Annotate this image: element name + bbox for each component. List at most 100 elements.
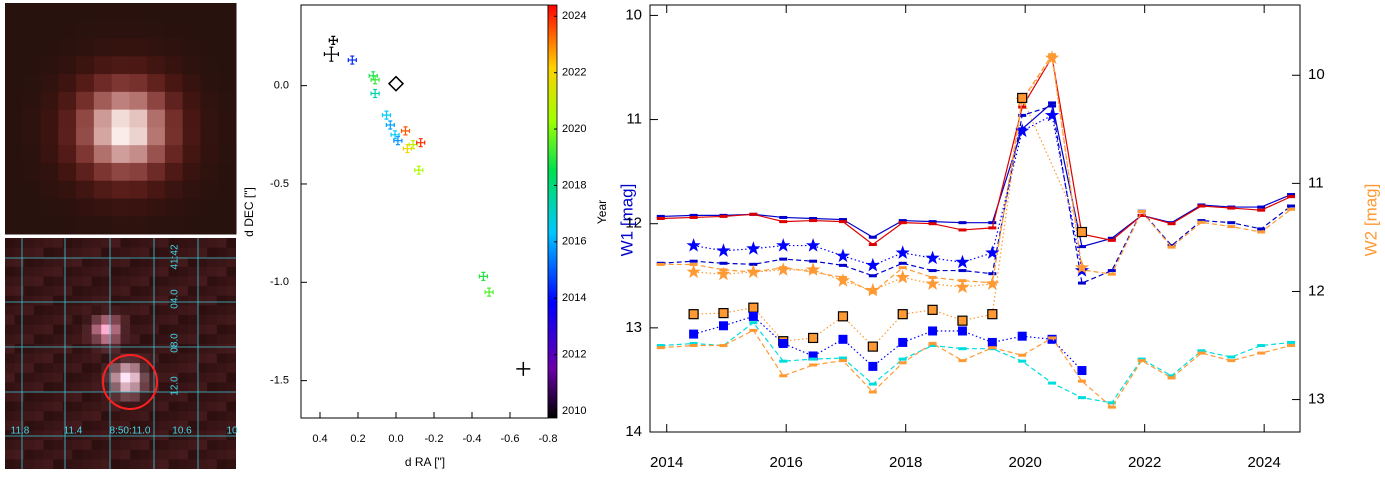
x-tick-label: -0.8 bbox=[539, 433, 558, 445]
pixel bbox=[82, 353, 93, 364]
pixel bbox=[24, 411, 35, 422]
pixel bbox=[147, 216, 166, 235]
pixel bbox=[82, 305, 93, 316]
pixel bbox=[111, 56, 130, 75]
pixel bbox=[130, 353, 141, 364]
pixel bbox=[5, 216, 24, 235]
pixel bbox=[164, 74, 184, 93]
pixel bbox=[33, 411, 44, 422]
pixel bbox=[149, 305, 160, 316]
point-marker bbox=[868, 235, 877, 239]
pixel bbox=[24, 430, 35, 441]
pixel bbox=[207, 286, 218, 297]
pixel bbox=[149, 238, 160, 249]
pixel bbox=[164, 38, 184, 57]
x-tick-label: -0.4 bbox=[463, 433, 482, 445]
pixel bbox=[120, 353, 131, 364]
point-marker bbox=[838, 263, 847, 267]
pixel bbox=[91, 411, 102, 422]
pixel bbox=[164, 145, 184, 164]
pixel bbox=[226, 353, 236, 364]
astrometry-point bbox=[370, 88, 380, 99]
pixel bbox=[62, 353, 73, 364]
pixel bbox=[200, 38, 219, 57]
pixel bbox=[24, 286, 35, 297]
pixel bbox=[58, 198, 77, 217]
pixel bbox=[139, 247, 150, 258]
pixel bbox=[111, 20, 130, 40]
point-marker bbox=[1048, 336, 1057, 340]
pixel bbox=[72, 305, 83, 316]
pixel bbox=[33, 372, 44, 383]
pixel bbox=[14, 247, 25, 258]
pixel bbox=[43, 305, 54, 316]
pixel bbox=[5, 295, 16, 306]
point-marker bbox=[689, 329, 699, 339]
pixel bbox=[5, 286, 16, 297]
pixel bbox=[5, 198, 24, 217]
pixel bbox=[168, 363, 179, 374]
pixel bbox=[76, 109, 95, 128]
pixel bbox=[14, 363, 25, 374]
pixel bbox=[207, 382, 218, 393]
pixel bbox=[101, 334, 112, 345]
pixel bbox=[82, 334, 93, 345]
pixel bbox=[53, 247, 64, 258]
pixel bbox=[82, 440, 93, 451]
pixel bbox=[110, 324, 121, 335]
pixel bbox=[216, 247, 227, 258]
point-marker bbox=[718, 321, 728, 331]
pixel bbox=[58, 180, 77, 199]
pixel bbox=[187, 334, 198, 345]
pixel bbox=[129, 20, 148, 40]
pixel bbox=[120, 286, 131, 297]
point-marker bbox=[716, 266, 731, 281]
pixel bbox=[120, 343, 131, 354]
pixel bbox=[110, 266, 121, 277]
pixel bbox=[33, 257, 44, 268]
point-marker bbox=[689, 213, 698, 217]
point-marker bbox=[746, 241, 761, 255]
pixel bbox=[24, 363, 35, 374]
colorbar bbox=[547, 4, 558, 419]
point-marker bbox=[1048, 101, 1057, 105]
pixel bbox=[91, 392, 102, 403]
pixel bbox=[226, 343, 236, 354]
pixel bbox=[149, 392, 160, 403]
pixel bbox=[43, 353, 54, 364]
pixel bbox=[72, 286, 83, 297]
point-marker bbox=[927, 304, 938, 315]
y-tick-label: 12 bbox=[625, 215, 642, 232]
pixel bbox=[139, 334, 150, 345]
pixel bbox=[53, 238, 64, 249]
point-marker bbox=[809, 217, 818, 220]
pixel bbox=[53, 440, 64, 451]
point-marker bbox=[1077, 379, 1086, 383]
pixel bbox=[24, 459, 35, 469]
pixel bbox=[164, 180, 184, 199]
pixel bbox=[182, 109, 201, 128]
pixel bbox=[14, 401, 25, 412]
pixel bbox=[58, 216, 77, 235]
pixel bbox=[129, 216, 148, 235]
pixel bbox=[197, 401, 208, 412]
point-marker bbox=[1017, 92, 1028, 104]
pixel bbox=[168, 286, 179, 297]
pixel bbox=[53, 266, 64, 277]
pixel bbox=[43, 315, 54, 326]
point-marker bbox=[958, 221, 967, 225]
pixel bbox=[164, 20, 184, 40]
pixel bbox=[53, 324, 64, 335]
pixel bbox=[178, 266, 189, 277]
y-tick-label: 11 bbox=[626, 111, 642, 128]
pixel bbox=[14, 315, 25, 326]
pixel bbox=[130, 420, 141, 431]
pixel bbox=[91, 440, 102, 451]
series-line bbox=[693, 114, 1083, 271]
pixel bbox=[72, 257, 83, 268]
point-marker bbox=[1287, 204, 1296, 208]
point-marker bbox=[1018, 353, 1027, 357]
astrometry-point bbox=[328, 35, 338, 45]
pixel bbox=[24, 305, 35, 316]
pixel bbox=[43, 411, 54, 422]
